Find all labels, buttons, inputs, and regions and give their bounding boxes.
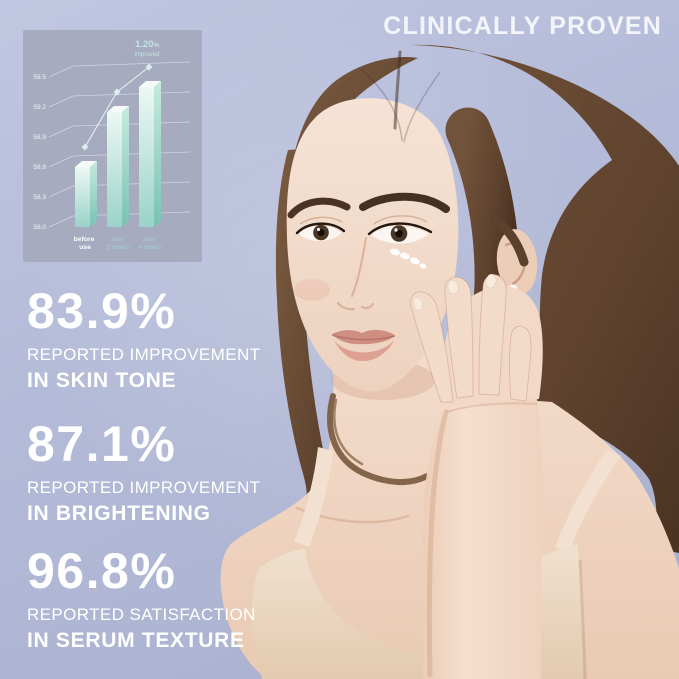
stat-caption-line2: IN BRIGHTENING [27,502,211,525]
forearm-shadow [426,409,449,678]
finger-ring [478,273,507,396]
stat-value: 87.1% [27,416,177,472]
stat-caption-line1: REPORTED IMPROVEMENT [27,478,261,497]
fingernails [412,273,497,311]
y-tick: 58.3 [33,194,46,201]
lips [331,329,396,362]
chart-annotation: 1.20% improved [135,39,160,58]
hand-and-forearm [410,273,543,679]
bars [75,81,161,227]
stat-brightening: 87.1% REPORTED IMPROVEMENT IN BRIGHTENIN… [27,419,260,526]
eyebrow-left [287,197,351,219]
finger-pinky [509,325,532,402]
annotation-percent-sign: % [154,43,160,49]
hair-right-mass [412,44,679,553]
camisole-strap-left [294,447,333,547]
y-tick: 58.6 [33,164,46,171]
stat-caption-line1: REPORTED SATISFACTION [27,605,256,624]
trend-marker [81,143,89,151]
y-axis-ticks: 59.5 59.2 58.9 58.6 58.3 58.0 [33,74,46,231]
wrist-crease [446,402,538,413]
x-axis-labels: before use after 2 weeks after 4 weeks [74,236,162,251]
armpit-crease [578,559,587,679]
camisole-left [251,549,470,679]
x-label-after-4-weeks: after 4 weeks [138,236,161,251]
fingers [410,273,532,403]
clinical-chart-panel: 59.5 59.2 58.9 58.6 58.3 58.0 1.2 [23,30,202,262]
stat-skin-tone: 83.9% REPORTED IMPROVEMENT IN SKIN TONE [27,286,260,393]
trend-line-group [81,63,153,151]
blush-left [294,279,330,301]
hair-loose-strand [327,393,430,486]
finger-index [410,291,454,403]
annotation-label: improved [135,52,160,58]
y-tick: 58.0 [33,224,46,231]
bar-chart: 59.5 59.2 58.9 58.6 58.3 58.0 1.2 [23,30,202,262]
y-tick: 58.9 [33,134,46,141]
y-tick: 59.2 [33,104,46,111]
stat-value: 96.8% [27,543,177,599]
hair-part-lines [361,50,441,143]
stat-caption-line2: IN SERUM TEXTURE [27,629,245,652]
eyebrow-right [359,192,450,213]
x-label-before-use: before use [74,236,97,251]
trend-marker [113,88,121,96]
headline: CLINICALLY PROVEN [383,12,662,40]
stat-serum-texture: 96.8% REPORTED SATISFACTION IN SERUM TEX… [27,546,256,653]
x-label-after-2-weeks: after 2 weeks [106,236,129,251]
trend-marker [145,63,153,71]
stat-value: 83.9% [27,283,177,339]
hair-over-ear [489,215,529,267]
eye-left [295,216,346,242]
y-tick: 59.5 [33,74,46,81]
stat-caption-line2: IN SKIN TONE [27,369,177,392]
finger-middle [444,276,474,399]
stat-caption-line1: REPORTED IMPROVEMENT [27,345,261,364]
serum-dots [390,248,427,269]
svg-text:1.20%: 1.20% [135,39,160,50]
eye-right [367,215,433,244]
forearm [423,399,543,679]
hair-crown-left [287,57,418,219]
nose [336,237,375,311]
camisole-strap-right [555,449,621,553]
annotation-value: 1.20 [135,39,154,50]
